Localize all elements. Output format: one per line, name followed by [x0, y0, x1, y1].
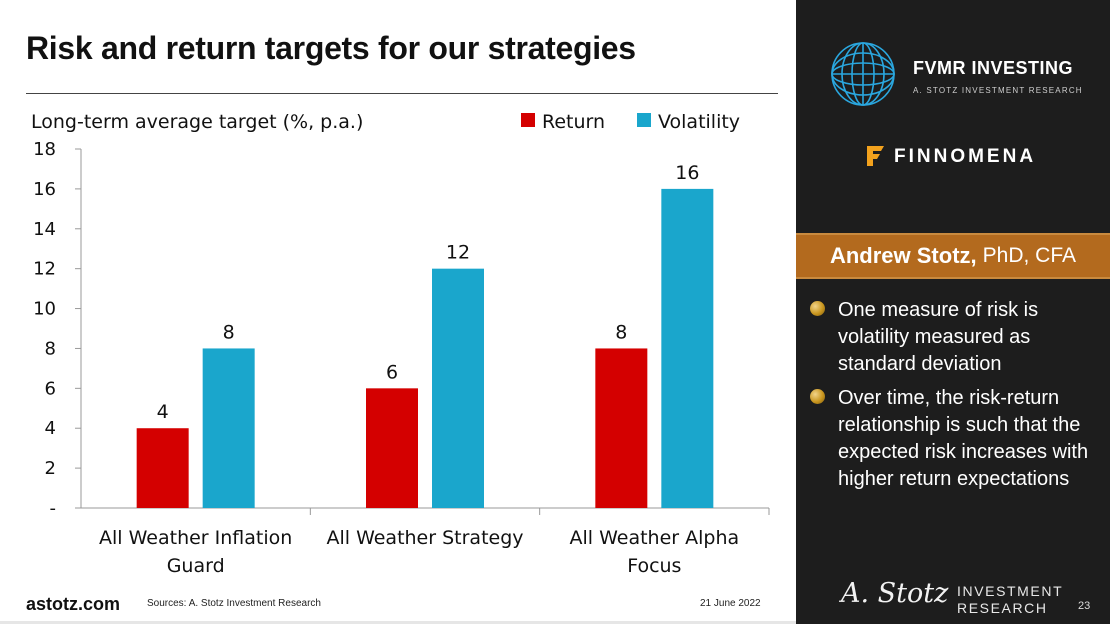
bar-value-label: 12	[446, 242, 470, 264]
title-divider	[26, 93, 778, 94]
chart-bars	[136, 188, 714, 508]
bar-value-label: 6	[386, 361, 398, 383]
page-number: 23	[1078, 600, 1091, 612]
bullet-point: One measure of risk is volatility measur…	[810, 297, 1100, 378]
partner-name: FINNOMENA	[894, 146, 1037, 167]
chart-legend: Return Volatility	[521, 111, 740, 133]
x-category-label: All Weather Strategy	[326, 527, 523, 549]
legend-label-volatility: Volatility	[658, 111, 740, 133]
bar-value-label: 4	[157, 401, 169, 423]
y-tick-label: 10	[33, 299, 56, 320]
bullet-text: One measure of risk is volatility measur…	[838, 299, 1039, 375]
bullet-text: Over time, the risk-return relationship …	[838, 387, 1089, 490]
y-tick-label: 6	[45, 378, 56, 399]
bullet-icon	[810, 301, 825, 316]
x-category-label: Focus	[627, 555, 681, 577]
x-category-label: All Weather Inflation	[99, 527, 292, 549]
legend-swatch-volatility	[637, 113, 651, 127]
legend-label-return: Return	[542, 111, 605, 133]
y-tick-label: 2	[45, 458, 56, 479]
footer-date: 21 June 2022	[700, 598, 761, 609]
presenter-band: Andrew Stotz, PhD, CFA	[796, 233, 1110, 279]
footer-website: astotz.com	[26, 594, 121, 614]
bottom-strip	[0, 621, 796, 624]
bullet-point: Over time, the risk-return relationship …	[810, 385, 1100, 493]
bullet-icon	[810, 389, 825, 404]
bar-chart: Long-term average target (%, p.a.) Retur…	[31, 111, 770, 577]
presenter-panel: FVMR INVESTING A. STOTZ INVESTMENT RESEA…	[796, 0, 1110, 624]
y-tick-label: 16	[33, 179, 56, 200]
bar-value-label: 16	[675, 162, 699, 184]
presenter-credentials: PhD, CFA	[982, 244, 1077, 267]
footer-source: Sources: A. Stotz Investment Research	[147, 598, 321, 609]
y-tick-label: -	[50, 498, 57, 519]
y-tick-label: 12	[33, 259, 56, 280]
signature-logo: A. Stotz	[841, 578, 949, 609]
bar-return	[595, 348, 648, 508]
brand-name: FVMR INVESTING	[913, 58, 1074, 78]
x-category-label: Guard	[167, 555, 225, 577]
finnomena-logo-icon	[867, 146, 884, 166]
bar-volatility	[661, 188, 714, 508]
bar-return	[136, 428, 189, 508]
y-tick-label: 18	[33, 139, 56, 160]
brand-subtitle: A. STOTZ INVESTMENT RESEARCH	[913, 86, 1083, 95]
company-logo-text: INVESTMENT RESEARCH	[957, 583, 1063, 617]
y-axis-ticks: - 2 4 6 8 10 12 14 16 18	[33, 139, 770, 519]
bar-volatility	[432, 268, 484, 508]
logo-line-research: RESEARCH	[957, 600, 1048, 616]
bar-return	[366, 388, 418, 508]
y-tick-label: 8	[45, 338, 56, 359]
y-tick-label: 14	[33, 219, 56, 240]
x-axis-labels: All Weather Inflation Guard All Weather St…	[99, 527, 739, 577]
presenter-name: Andrew Stotz,	[829, 243, 977, 268]
y-axis-title: Long-term average target (%, p.a.)	[31, 111, 363, 133]
slide-title: Risk and return targets for our strategi…	[26, 30, 636, 66]
y-tick-label: 4	[45, 418, 56, 439]
globe-icon	[831, 42, 895, 106]
logo-line-investment: INVESTMENT	[957, 583, 1064, 599]
bar-value-label: 8	[223, 321, 235, 343]
x-category-label: All Weather Alpha	[570, 527, 740, 549]
bar-volatility	[202, 348, 255, 508]
bar-value-labels: 4 8 6 12 8 16	[157, 162, 700, 423]
bar-value-label: 8	[615, 321, 627, 343]
legend-swatch-return	[521, 113, 535, 127]
